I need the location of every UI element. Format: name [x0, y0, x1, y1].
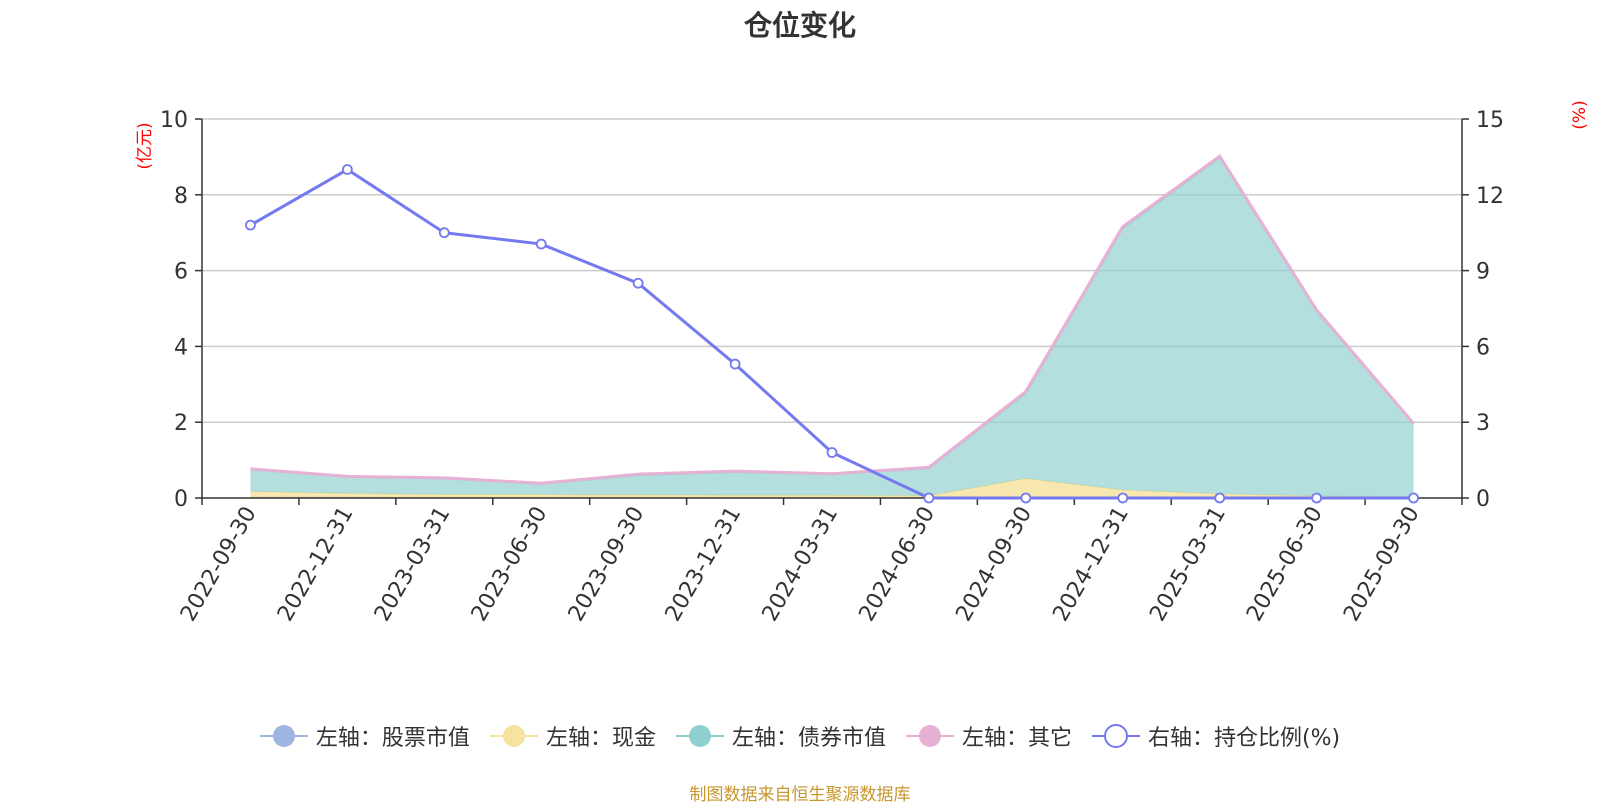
- legend-label-cash: 左轴：现金: [545, 726, 656, 751]
- x-tick-label: 2022-12-31: [273, 503, 359, 626]
- legend-label-stock: 左轴：股票市值: [315, 726, 470, 751]
- right-axis-unit: (%): [1570, 100, 1590, 129]
- x-tick-label: 2023-03-31: [370, 503, 456, 626]
- legend-label-other: 左轴：其它: [961, 726, 1072, 751]
- x-tick-label: 2024-03-31: [758, 503, 844, 626]
- x-tick-label: 2025-06-30: [1242, 503, 1328, 626]
- chart-legend: 左轴：股票市值 左轴：现金 左轴：债券市值 左轴：其它 右轴：持仓比例(%): [0, 720, 1600, 752]
- ratio-point: [245, 219, 256, 231]
- source-note: 制图数据来自恒生聚源数据库: [689, 785, 911, 805]
- legend-swatch-ratio-icon: [1091, 724, 1140, 748]
- left-tick-label: 4: [174, 335, 188, 360]
- ratio-point: [1408, 492, 1419, 504]
- right-tick-label: 0: [1476, 487, 1490, 512]
- legend-swatch-cash-icon: [489, 725, 538, 747]
- left-tick-label: 8: [174, 184, 188, 209]
- legend-item-stock[interactable]: 左轴：股票市值: [259, 720, 470, 752]
- left-tick-label: 10: [160, 108, 188, 133]
- right-tick-label: 6: [1476, 335, 1490, 360]
- left-axis-unit: (亿元): [135, 122, 155, 169]
- ratio-point: [923, 492, 935, 504]
- legend-swatch-bond-icon: [675, 725, 724, 747]
- x-tick-label: 2023-06-30: [467, 503, 553, 626]
- right-tick-label: 9: [1476, 260, 1490, 285]
- ratio-point: [1117, 492, 1129, 504]
- x-tick-label: 2023-12-31: [661, 503, 747, 626]
- ratio-point: [341, 164, 353, 175]
- x-tick-label: 2024-06-30: [855, 503, 941, 626]
- x-tick-label: 2024-12-31: [1048, 503, 1134, 626]
- right-tick-label: 15: [1476, 108, 1504, 133]
- legend-item-other[interactable]: 左轴：其它: [905, 720, 1072, 752]
- x-tick-label: 2024-09-30: [951, 503, 1037, 626]
- ratio-point: [1020, 492, 1032, 504]
- legend-swatch-other-icon: [905, 725, 954, 747]
- area-bond: [250, 157, 1414, 497]
- legend-item-ratio[interactable]: 右轴：持仓比例(%): [1091, 720, 1341, 752]
- ratio-point: [632, 277, 644, 289]
- legend-item-bond[interactable]: 左轴：债券市值: [675, 720, 886, 752]
- ratio-point: [1311, 492, 1323, 504]
- left-tick-label: 0: [174, 487, 188, 512]
- legend-label-ratio: 右轴：持仓比例(%): [1147, 726, 1341, 751]
- left-tick-label: 6: [174, 260, 188, 285]
- ratio-point: [438, 227, 450, 239]
- ratio-point: [535, 238, 547, 250]
- position-change-chart: 0 2 4 6 8 10 0 3 6 9 12 15 (亿元) (%) 2022-09-30 2022-12-…: [135, 100, 1590, 626]
- ratio-point: [729, 358, 741, 370]
- legend-swatch-stock-icon: [259, 725, 308, 747]
- right-tick-label: 3: [1476, 411, 1490, 436]
- area-line-other: [250, 153, 1415, 485]
- x-tick-label: 2025-03-31: [1145, 503, 1231, 626]
- legend-item-cash[interactable]: 左轴：现金: [489, 720, 656, 752]
- x-tick-label: 2023-09-30: [564, 503, 650, 626]
- x-tick-label: 2025-09-30: [1339, 503, 1425, 626]
- right-tick-label: 12: [1476, 184, 1504, 209]
- ratio-point: [1214, 492, 1226, 504]
- legend-label-bond: 左轴：债券市值: [731, 726, 886, 751]
- x-tick-label: 2022-09-30: [176, 503, 262, 626]
- left-tick-label: 2: [174, 411, 188, 436]
- ratio-point: [826, 447, 838, 458]
- chart-title: 仓位变化: [743, 9, 856, 42]
